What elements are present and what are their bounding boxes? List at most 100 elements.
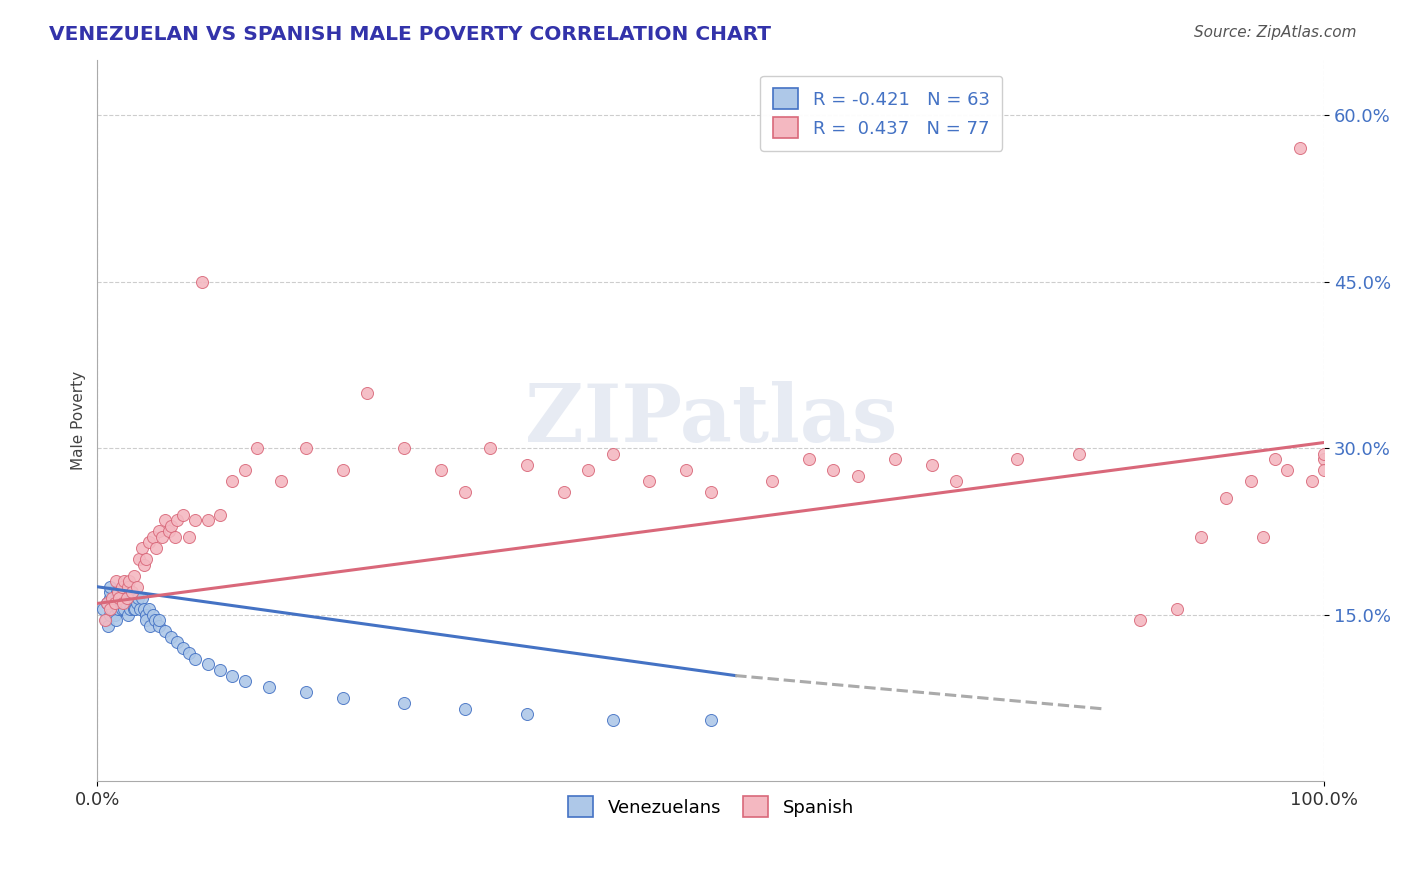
Point — [172, 508, 194, 522]
Point — [111, 602, 134, 616]
Point — [94, 613, 117, 627]
Text: Source: ZipAtlas.com: Source: ZipAtlas.com — [1194, 25, 1357, 40]
Point — [107, 602, 129, 616]
Point — [125, 580, 148, 594]
Point — [392, 441, 415, 455]
Point — [132, 602, 155, 616]
Point — [132, 558, 155, 572]
Point — [602, 447, 624, 461]
Point — [118, 574, 141, 589]
Point — [1239, 475, 1261, 489]
Legend: Venezuelans, Spanish: Venezuelans, Spanish — [558, 787, 863, 826]
Text: VENEZUELAN VS SPANISH MALE POVERTY CORRELATION CHART: VENEZUELAN VS SPANISH MALE POVERTY CORRE… — [49, 25, 772, 44]
Point — [190, 275, 212, 289]
Point — [184, 513, 207, 527]
Point — [110, 596, 132, 610]
Point — [122, 596, 145, 610]
Point — [332, 463, 354, 477]
Point — [846, 468, 869, 483]
Y-axis label: Male Poverty: Male Poverty — [72, 371, 86, 470]
Point — [98, 580, 121, 594]
Point — [98, 607, 121, 622]
Point — [122, 568, 145, 582]
Point — [111, 585, 134, 599]
Point — [124, 602, 146, 616]
Point — [1251, 530, 1274, 544]
Point — [160, 518, 183, 533]
Point — [516, 458, 538, 472]
Point — [295, 441, 318, 455]
Point — [797, 452, 820, 467]
Point — [98, 585, 121, 599]
Point — [1313, 463, 1336, 477]
Point — [131, 591, 153, 605]
Point — [112, 591, 135, 605]
Point — [1313, 447, 1336, 461]
Point — [96, 596, 118, 610]
Point — [111, 596, 134, 610]
Point — [1313, 452, 1336, 467]
Point — [1215, 491, 1237, 505]
Point — [108, 591, 131, 605]
Point — [454, 485, 477, 500]
Point — [148, 524, 170, 539]
Point — [675, 463, 697, 477]
Point — [166, 635, 188, 649]
Point — [142, 530, 165, 544]
Point — [233, 463, 256, 477]
Point — [118, 585, 141, 599]
Point — [129, 602, 152, 616]
Point — [142, 607, 165, 622]
Point — [139, 618, 162, 632]
Point — [153, 513, 176, 527]
Point — [97, 618, 120, 632]
Point — [127, 591, 149, 605]
Point — [700, 485, 723, 500]
Point — [823, 463, 845, 477]
Point — [332, 690, 354, 705]
Point — [112, 602, 135, 616]
Point — [1166, 602, 1188, 616]
Point — [1191, 530, 1213, 544]
Point — [135, 552, 157, 566]
Point — [257, 680, 280, 694]
Point — [122, 591, 145, 605]
Point — [208, 508, 231, 522]
Point — [638, 475, 661, 489]
Point — [103, 607, 125, 622]
Point — [138, 535, 160, 549]
Point — [921, 458, 943, 472]
Point — [93, 602, 115, 616]
Point — [96, 596, 118, 610]
Point — [117, 580, 139, 594]
Point — [270, 475, 292, 489]
Point — [1264, 452, 1286, 467]
Point — [160, 630, 183, 644]
Point — [761, 475, 783, 489]
Point — [945, 475, 967, 489]
Point — [295, 685, 318, 699]
Point — [125, 596, 148, 610]
Point — [101, 591, 124, 605]
Point — [1067, 447, 1090, 461]
Point — [883, 452, 905, 467]
Point — [454, 702, 477, 716]
Point — [478, 441, 501, 455]
Point — [135, 607, 157, 622]
Point — [121, 585, 143, 599]
Point — [98, 602, 121, 616]
Point — [153, 624, 176, 639]
Point — [103, 596, 125, 610]
Point — [197, 657, 219, 672]
Point — [576, 463, 599, 477]
Point — [1288, 141, 1310, 155]
Point — [221, 475, 243, 489]
Point — [138, 602, 160, 616]
Point — [1129, 613, 1152, 627]
Point — [184, 652, 207, 666]
Point — [121, 591, 143, 605]
Point — [602, 713, 624, 727]
Point — [93, 613, 115, 627]
Point — [108, 591, 131, 605]
Point — [392, 696, 415, 710]
